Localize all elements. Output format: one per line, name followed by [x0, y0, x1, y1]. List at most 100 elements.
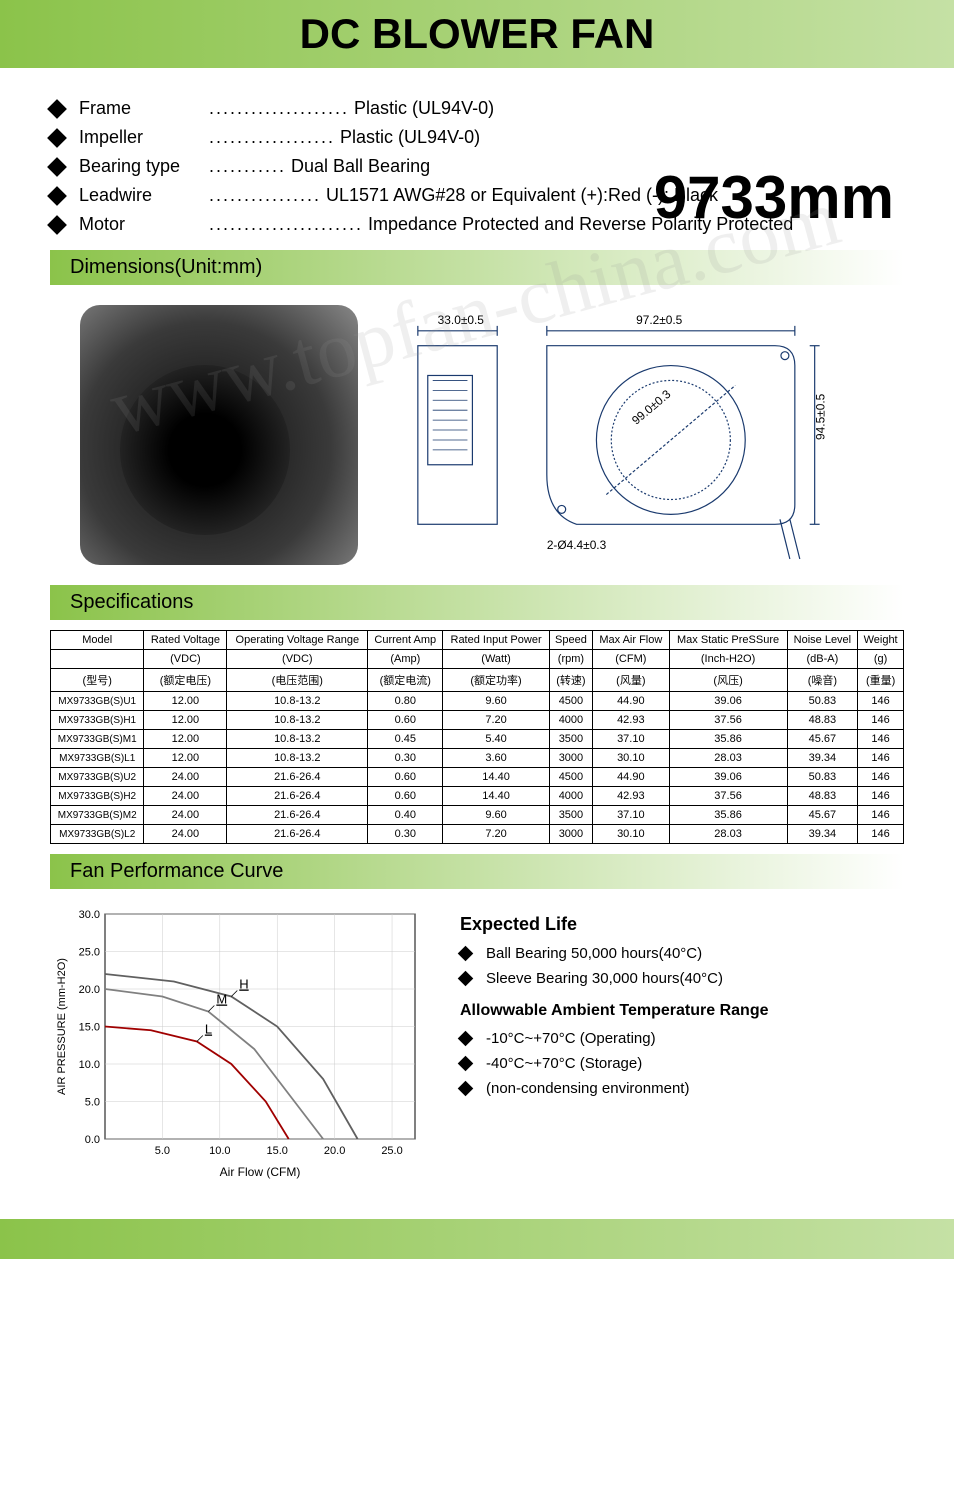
svg-text:5.0: 5.0: [85, 1097, 100, 1109]
table-cell: 42.93: [593, 711, 669, 730]
svg-text:5.0: 5.0: [155, 1145, 170, 1157]
table-cell: Rated Input Power: [443, 631, 549, 650]
section-performance: Fan Performance Curve: [50, 854, 904, 889]
allowable-temp-title: Allowwable Ambient Temperature Range: [460, 1002, 904, 1020]
table-cell: (额定电压): [144, 669, 227, 692]
table-cell: 37.56: [669, 711, 787, 730]
table-cell: 45.67: [787, 730, 858, 749]
table-cell: 0.60: [368, 711, 443, 730]
table-cell: 21.6-26.4: [227, 768, 368, 787]
table-cell: 35.86: [669, 806, 787, 825]
svg-text:15.0: 15.0: [267, 1145, 288, 1157]
content-area: www.topfan-china.com 9733mm Frame.......…: [0, 68, 954, 1199]
attr-row: Impeller..................Plastic (UL94V…: [50, 127, 904, 148]
life-item: -40°C~+70°C (Storage): [460, 1055, 904, 1072]
table-cell: 4500: [549, 768, 592, 787]
table-head: ModelRated VoltageOperating Voltage Rang…: [51, 631, 904, 692]
bullet-icon: [458, 1056, 474, 1072]
table-cell: 0.45: [368, 730, 443, 749]
table-cell: 44.90: [593, 768, 669, 787]
table-cell: 3.60: [443, 749, 549, 768]
table-cell: 35.86: [669, 730, 787, 749]
table-cell: (电压范围): [227, 669, 368, 692]
table-cell: 10.8-13.2: [227, 749, 368, 768]
table-cell: 39.34: [787, 825, 858, 844]
table-cell: 30.10: [593, 749, 669, 768]
section-dimensions: Dimensions(Unit:mm): [50, 250, 904, 285]
table-cell: 14.40: [443, 768, 549, 787]
table-cell: 0.60: [368, 768, 443, 787]
svg-text:15.0: 15.0: [79, 1022, 100, 1034]
dim-h1: 94.5±0.5: [813, 393, 827, 440]
technical-drawing: 33.0±0.5 97.2±0.5 94.5±0.5 99.0±0.3 2-Ø4…: [398, 305, 874, 565]
table-cell: Model: [51, 631, 144, 650]
table-cell: 146: [858, 711, 904, 730]
table-cell: 37.56: [669, 787, 787, 806]
table-cell: 7.20: [443, 825, 549, 844]
table-cell: MX9733GB(S)H1: [51, 711, 144, 730]
svg-text:25.0: 25.0: [79, 947, 100, 959]
life-item: Sleeve Bearing 30,000 hours(40°C): [460, 970, 904, 987]
table-cell: (噪音): [787, 669, 858, 692]
table-cell: 10.8-13.2: [227, 711, 368, 730]
table-cell: 48.83: [787, 787, 858, 806]
table-cell: (额定电流): [368, 669, 443, 692]
table-cell: 28.03: [669, 749, 787, 768]
table-cell: 0.30: [368, 749, 443, 768]
table-cell: MX9733GB(S)U2: [51, 768, 144, 787]
svg-text:30.0: 30.0: [79, 909, 100, 921]
table-cell: Current Amp: [368, 631, 443, 650]
bullet-icon: [458, 1031, 474, 1047]
table-cell: 3500: [549, 806, 592, 825]
table-cell: 4000: [549, 711, 592, 730]
table-cell: 5.40: [443, 730, 549, 749]
attr-value: Plastic (UL94V-0): [354, 98, 494, 119]
performance-chart: 0.05.010.015.020.025.030.05.010.015.020.…: [50, 904, 430, 1184]
table-cell: 28.03: [669, 825, 787, 844]
table-cell: (VDC): [144, 650, 227, 669]
table-cell: 146: [858, 749, 904, 768]
bullet-icon: [458, 946, 474, 962]
attr-label: Leadwire: [79, 185, 209, 206]
table-cell: 7.20: [443, 711, 549, 730]
table-cell: 10.8-13.2: [227, 692, 368, 711]
dim-w2: 97.2±0.5: [636, 313, 683, 327]
table-cell: [51, 650, 144, 669]
table-cell: 146: [858, 768, 904, 787]
svg-text:20.0: 20.0: [324, 1145, 345, 1157]
expected-life-title: Expected Life: [460, 914, 904, 935]
dim-w1: 33.0±0.5: [437, 313, 484, 327]
table-cell: 50.83: [787, 768, 858, 787]
table-cell: 12.00: [144, 730, 227, 749]
attr-value: Dual Ball Bearing: [291, 156, 430, 177]
table-cell: (Amp): [368, 650, 443, 669]
chart-area: 0.05.010.015.020.025.030.05.010.015.020.…: [50, 904, 904, 1184]
table-cell: (重量): [858, 669, 904, 692]
table-cell: Speed: [549, 631, 592, 650]
table-cell: 0.80: [368, 692, 443, 711]
attr-label: Impeller: [79, 127, 209, 148]
table-cell: (CFM): [593, 650, 669, 669]
bullet-icon: [47, 99, 67, 119]
svg-text:AIR PRESSURE (mm-H2O): AIR PRESSURE (mm-H2O): [56, 958, 68, 1095]
dimensions-area: 33.0±0.5 97.2±0.5 94.5±0.5 99.0±0.3 2-Ø4…: [50, 295, 904, 575]
table-cell: 21.6-26.4: [227, 825, 368, 844]
svg-text:H: H: [239, 977, 248, 992]
table-cell: 4500: [549, 692, 592, 711]
life-item: (non-condensing environment): [460, 1080, 904, 1097]
table-cell: Operating Voltage Range: [227, 631, 368, 650]
table-cell: 10.8-13.2: [227, 730, 368, 749]
table-cell: 146: [858, 692, 904, 711]
table-cell: 39.06: [669, 768, 787, 787]
table-cell: (转速): [549, 669, 592, 692]
table-cell: 21.6-26.4: [227, 806, 368, 825]
section-specifications: Specifications: [50, 585, 904, 620]
svg-text:20.0: 20.0: [79, 984, 100, 996]
table-cell: MX9733GB(S)H2: [51, 787, 144, 806]
attr-row: Frame....................Plastic (UL94V-…: [50, 98, 904, 119]
table-cell: MX9733GB(S)M1: [51, 730, 144, 749]
table-cell: MX9733GB(S)U1: [51, 692, 144, 711]
table-cell: 0.40: [368, 806, 443, 825]
table-cell: 24.00: [144, 787, 227, 806]
dim-hole: 2-Ø4.4±0.3: [547, 538, 607, 552]
